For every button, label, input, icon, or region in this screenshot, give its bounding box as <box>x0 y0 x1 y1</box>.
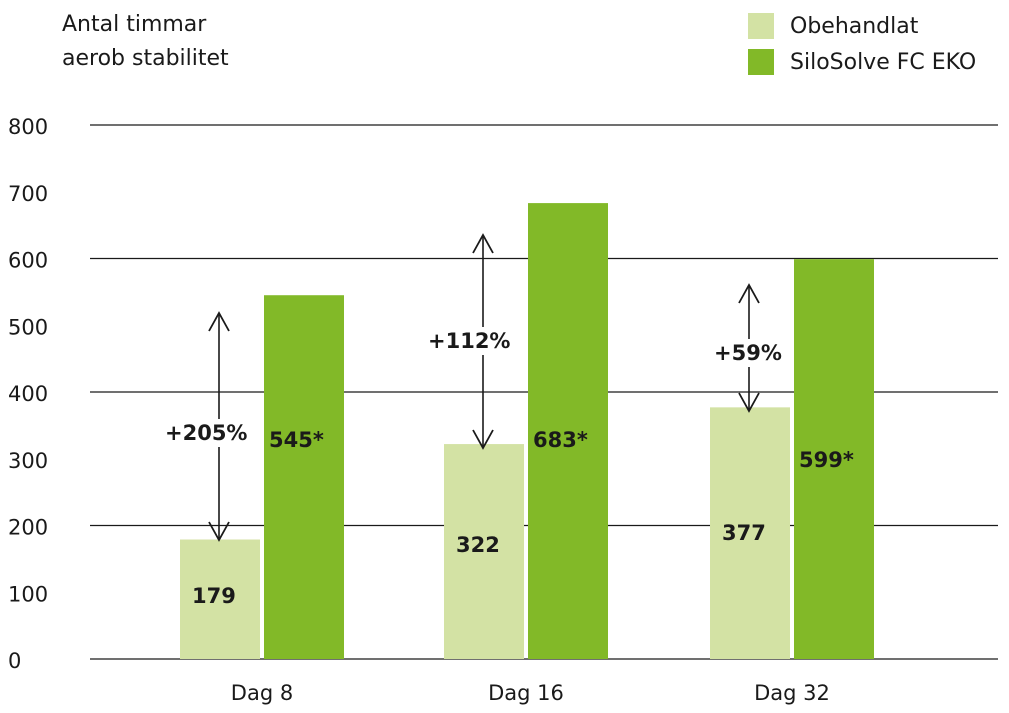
increase-arrowhead-down-3 <box>738 392 760 413</box>
increase-arrowhead-down-2 <box>472 429 494 450</box>
legend-swatch-obehandlat <box>748 13 774 39</box>
legend-item-silosolve: SiloSolve FC EKO <box>748 44 976 80</box>
annotation-increase-1: +205% <box>165 421 247 445</box>
legend-swatch-silosolve <box>748 49 774 75</box>
data-label-silosolve-3: 599* <box>799 448 854 472</box>
y-axis-title-line-1: Antal timmar <box>62 12 207 37</box>
increase-arrowhead-up-2 <box>472 233 494 254</box>
increase-arrowhead-up-1 <box>208 311 230 332</box>
bar-obehandlat-2 <box>444 444 524 659</box>
bar-silosolve-3 <box>794 259 874 659</box>
x-tick-label-1: Dag 8 <box>231 681 293 705</box>
y-axis-title: Antal timmar aerob stabilitet <box>62 8 229 76</box>
increase-arrowhead-down-1 <box>208 521 230 542</box>
y-tick-label-0: 0 <box>8 649 21 673</box>
y-tick-label-700: 700 <box>8 182 48 206</box>
y-tick-label-100: 100 <box>8 582 48 606</box>
y-tick-label-500: 500 <box>8 315 48 339</box>
annotation-backing-1 <box>162 419 244 447</box>
y-tick-label-300: 300 <box>8 449 48 473</box>
increase-arrowhead-up-3 <box>738 283 760 304</box>
bar-silosolve-2 <box>528 203 608 659</box>
y-axis-title-line-2: aerob stabilitet <box>62 46 229 71</box>
legend-item-obehandlat: Obehandlat <box>748 8 976 44</box>
legend-label-silosolve: SiloSolve FC EKO <box>790 49 977 75</box>
y-tick-label-200: 200 <box>8 516 48 540</box>
annotation-increase-3: +59% <box>714 341 782 365</box>
data-label-obehandlat-3: 377 <box>722 521 766 545</box>
bar-obehandlat-3 <box>710 407 790 659</box>
annotation-increase-2: +112% <box>428 329 510 353</box>
data-label-obehandlat-1: 179 <box>192 584 236 608</box>
legend-label-obehandlat: Obehandlat <box>790 13 919 39</box>
x-tick-label-3: Dag 32 <box>754 681 830 705</box>
annotation-backing-3 <box>711 339 779 367</box>
bar-silosolve-1 <box>264 295 344 659</box>
legend: Obehandlat SiloSolve FC EKO <box>748 8 976 80</box>
y-tick-label-800: 800 <box>8 115 48 139</box>
bar-obehandlat-1 <box>180 539 260 659</box>
y-tick-label-400: 400 <box>8 382 48 406</box>
x-tick-label-2: Dag 16 <box>488 681 564 705</box>
data-label-silosolve-2: 683* <box>533 428 588 452</box>
data-label-silosolve-1: 545* <box>269 428 324 452</box>
annotation-backing-2 <box>425 327 507 355</box>
data-label-obehandlat-2: 322 <box>456 533 500 557</box>
y-tick-label-600: 600 <box>8 249 48 273</box>
